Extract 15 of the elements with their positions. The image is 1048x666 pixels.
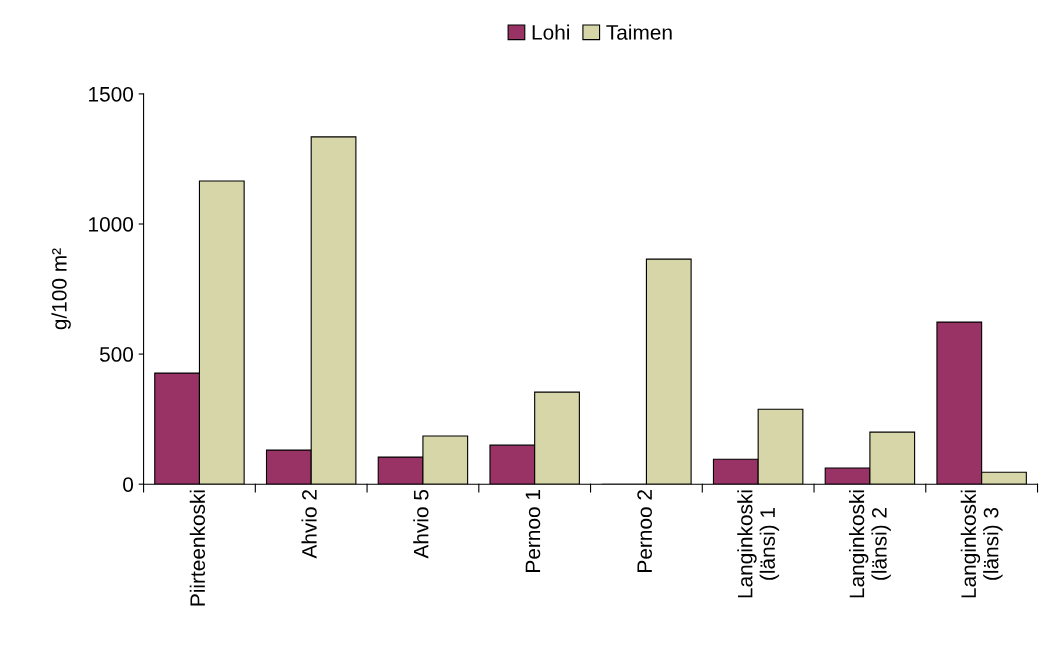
x-tick-label: Langinkoski (länsi) 2 [848, 490, 891, 598]
legend-label: Lohi [532, 24, 570, 40]
x-tick-label: Langinkoski (länsi) 3 [960, 490, 1003, 598]
x-tick-label: Ahvio 2 [301, 490, 317, 559]
x-tick-label: Ahvio 5 [413, 489, 429, 559]
x-tick-label: Pernoo 2 [637, 490, 653, 572]
x-tick-label: Langinkoski (länsi) 1 [737, 490, 780, 598]
y-tick-label: 500 [99, 347, 134, 362]
y-tick-label: 1500 [89, 86, 134, 102]
x-tick-label: Piirteenkoski [189, 490, 206, 606]
y-tick-label: 0 [123, 477, 134, 492]
y-tick-label: 1000 [89, 217, 134, 232]
x-tick-label: Pernoo 1 [525, 490, 541, 572]
legend-label: Taimen [606, 24, 672, 40]
y-axis-title: g/100 m² [51, 248, 71, 330]
